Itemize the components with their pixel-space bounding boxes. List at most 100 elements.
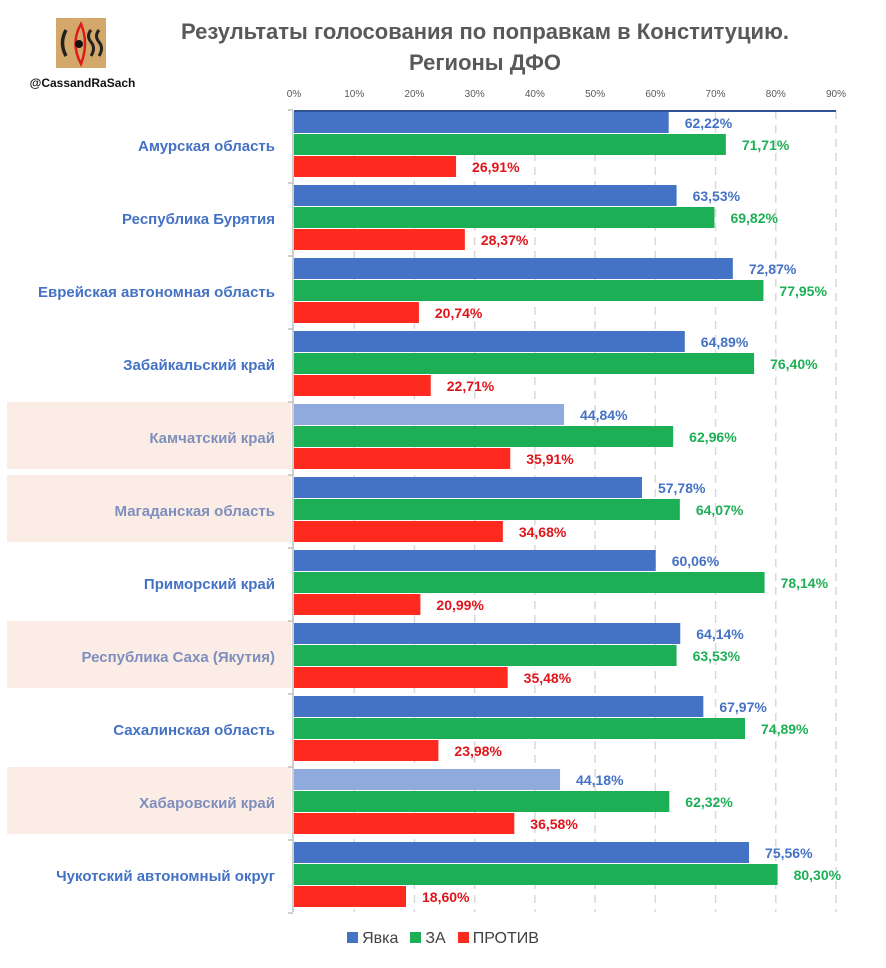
data-label-turnout: 72,87% (749, 261, 797, 277)
bar-turnout (294, 331, 685, 352)
bar-for (294, 280, 764, 301)
legend-item: ЗА (410, 930, 446, 947)
bar-for (294, 572, 765, 593)
chart-title-line2: Регионы ДФО (409, 50, 561, 75)
chart-legend: Явка ЗА ПРОТИВ (0, 930, 886, 948)
highlight-band (7, 402, 291, 469)
data-label-against: 36,58% (530, 816, 578, 832)
bar-turnout (294, 550, 656, 571)
bar-against (294, 521, 503, 542)
data-label-for: 76,40% (770, 356, 818, 372)
x-tick-label: 40% (525, 89, 545, 100)
bar-for (294, 864, 778, 885)
x-tick-label: 90% (826, 89, 846, 100)
bar-for (294, 645, 677, 666)
bar-turnout (294, 842, 750, 863)
chart-title: Результаты голосования по поправкам в Ко… (150, 16, 820, 78)
category-label: Хабаровский край (139, 795, 275, 812)
data-label-for: 69,82% (730, 210, 778, 226)
x-tick-label: 50% (585, 89, 605, 100)
bar-for (294, 207, 715, 228)
data-label-turnout: 62,22% (685, 115, 733, 131)
x-tick-label: 20% (404, 89, 424, 100)
data-label-turnout: 44,18% (576, 772, 624, 788)
category-label: Забайкальский край (123, 357, 275, 374)
chart-title-line1: Результаты голосования по поправкам в Ко… (181, 19, 789, 44)
x-tick-label: 80% (766, 89, 786, 100)
data-label-for: 63,53% (693, 648, 741, 664)
data-label-turnout: 64,89% (701, 334, 749, 350)
data-label-against: 20,74% (435, 305, 483, 321)
legend-swatch-icon (347, 932, 359, 943)
bar-against (294, 229, 465, 250)
x-tick-label: 60% (645, 89, 665, 100)
category-label: Республика Саха (Якутия) (81, 649, 275, 666)
data-label-turnout: 63,53% (693, 188, 741, 204)
bar-for (294, 353, 755, 374)
bar-against (294, 302, 419, 323)
legend-item: ПРОТИВ (457, 930, 539, 947)
highlight-band (7, 621, 291, 688)
cass-eye-logo-icon (56, 18, 106, 68)
data-label-turnout: 67,97% (719, 699, 767, 715)
category-label: Приморский край (144, 576, 275, 593)
x-tick-label: 30% (465, 89, 485, 100)
bar-against (294, 667, 508, 688)
data-label-for: 64,07% (696, 502, 744, 518)
bar-for (294, 426, 674, 447)
data-label-against: 18,60% (422, 889, 470, 905)
bar-against (294, 156, 457, 177)
data-label-for: 62,32% (685, 794, 733, 810)
legend-swatch-icon (410, 932, 422, 943)
legend-label: ЗА (425, 930, 446, 947)
x-tick-label: 70% (706, 89, 726, 100)
bar-turnout (294, 769, 561, 790)
data-label-for: 78,14% (781, 575, 829, 591)
data-label-for: 62,96% (689, 429, 737, 445)
category-label: Амурская область (138, 138, 275, 155)
data-label-for: 74,89% (761, 721, 809, 737)
bar-for (294, 718, 746, 739)
category-label: Сахалинская область (113, 722, 275, 739)
data-label-turnout: 60,06% (672, 553, 720, 569)
bar-against (294, 740, 439, 761)
x-tick-label: 10% (344, 89, 364, 100)
legend-label: Явка (362, 930, 399, 947)
bar-for (294, 134, 726, 155)
data-label-against: 26,91% (472, 159, 520, 175)
highlight-band (7, 475, 291, 542)
category-label: Магаданская область (115, 503, 275, 520)
data-label-turnout: 75,56% (765, 845, 813, 861)
data-label-against: 35,48% (524, 670, 572, 686)
bar-against (294, 594, 421, 615)
data-label-against: 28,37% (481, 232, 529, 248)
data-label-for: 71,71% (742, 137, 790, 153)
bar-turnout (294, 112, 669, 133)
highlight-band (7, 767, 291, 834)
legend-label: ПРОТИВ (472, 930, 539, 947)
bar-against (294, 813, 515, 834)
data-label-against: 35,91% (526, 451, 574, 467)
x-tick-label: 0% (287, 89, 302, 100)
data-label-against: 20,99% (436, 597, 484, 613)
legend-item: Явка (347, 930, 398, 947)
category-label: Чукотский автономный округ (56, 868, 275, 885)
bar-for (294, 499, 680, 520)
bar-against (294, 886, 407, 907)
bar-turnout (294, 404, 565, 425)
legend-swatch-icon (457, 932, 469, 943)
category-label: Еврейская автономная область (38, 284, 275, 301)
category-label: Республика Бурятия (122, 211, 275, 228)
bar-turnout (294, 185, 677, 206)
bar-turnout (294, 258, 733, 279)
bar-against (294, 448, 511, 469)
bar-turnout (294, 623, 681, 644)
data-label-for: 77,95% (779, 283, 827, 299)
data-label-turnout: 64,14% (696, 626, 744, 642)
data-label-against: 34,68% (519, 524, 567, 540)
category-label: Камчатский край (149, 430, 275, 447)
bar-chart: 0% 10% 20% 30% 40% 50% 60% 70% 80% 90% Амурская об… (7, 89, 846, 914)
bar-turnout (294, 696, 704, 717)
data-label-against: 22,71% (447, 378, 495, 394)
bar-turnout (294, 477, 642, 498)
